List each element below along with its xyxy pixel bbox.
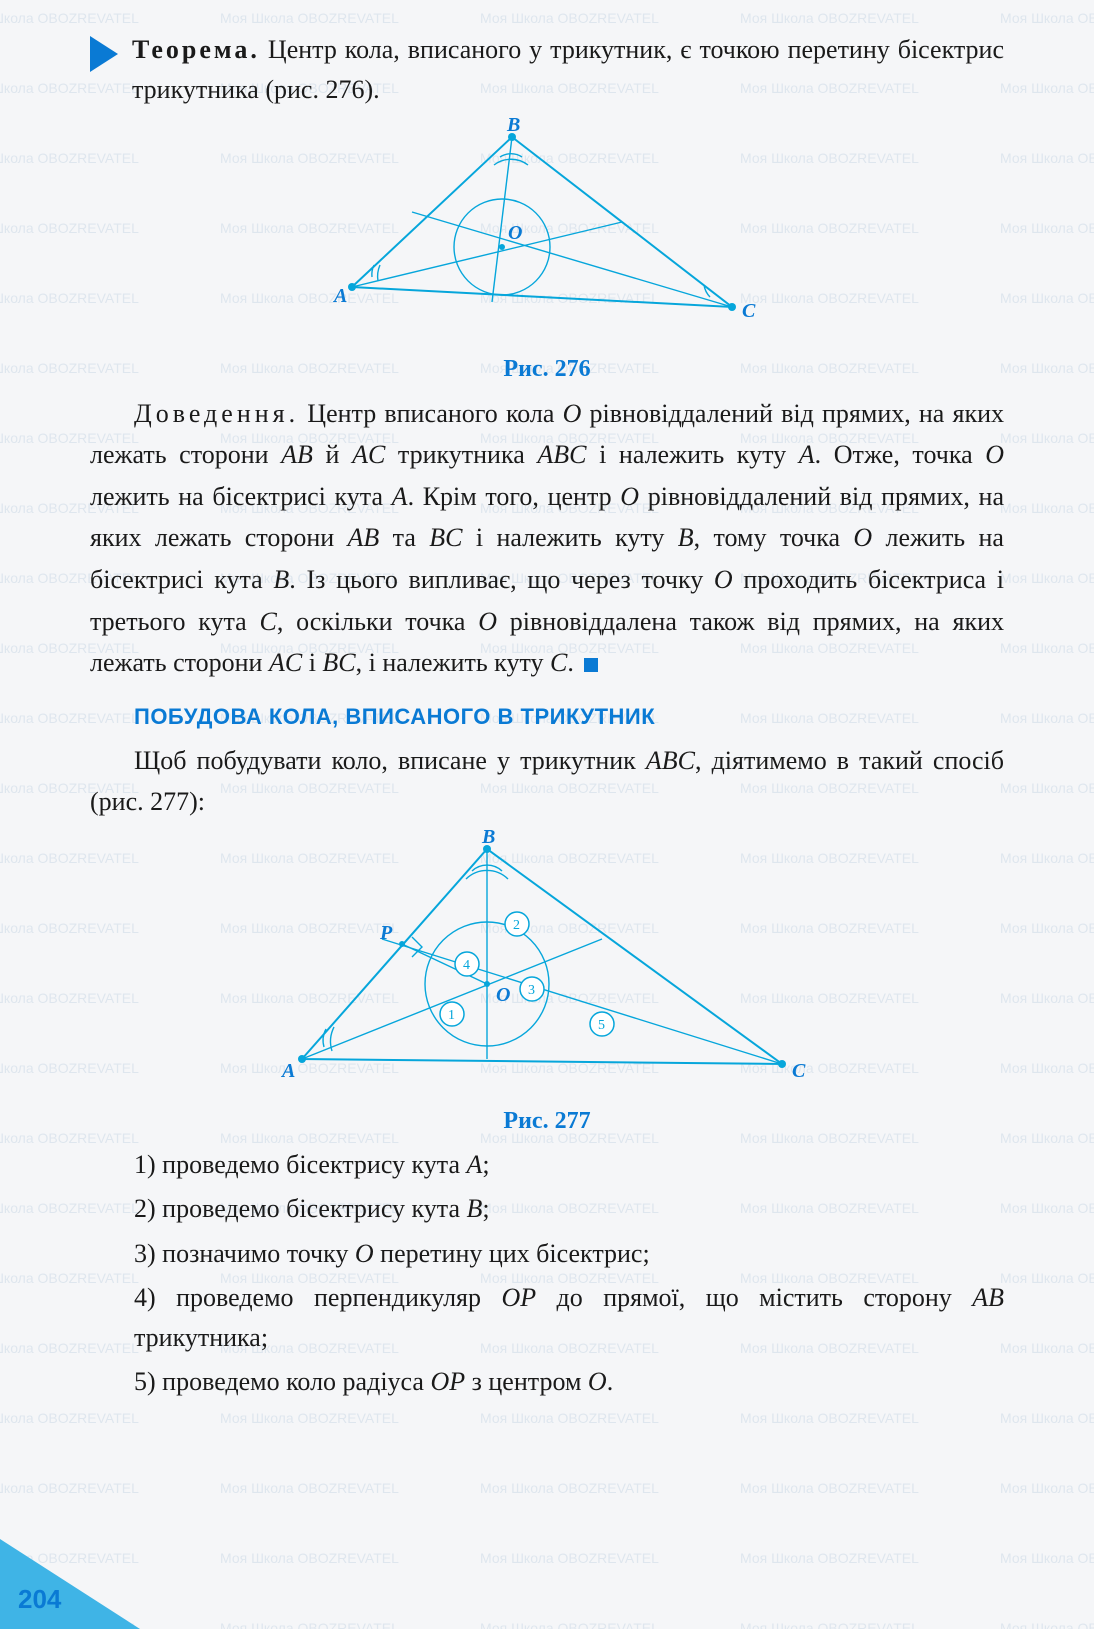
svg-text:P: P	[379, 922, 393, 944]
section-title: ПОБУДОВА КОЛА, ВПИСАНОГО В ТРИКУТНИК	[134, 704, 1004, 730]
step-2: 2) проведемо бісектрису кута B;	[134, 1189, 1004, 1229]
theorem-label: Теорема.	[132, 35, 260, 64]
svg-text:O: O	[496, 984, 510, 1006]
svg-text:B: B	[506, 117, 520, 136]
svg-text:C: C	[792, 1060, 806, 1082]
svg-text:B: B	[481, 829, 495, 848]
page-number: 204	[18, 1584, 61, 1615]
theorem-block: Теорема. Центр кола, вписаного у трикутн…	[90, 30, 1004, 111]
page-content: Теорема. Центр кола, вписаного у трикутн…	[90, 30, 1004, 1403]
figure-277-svg: 1 2 3 4 5 A B C O P	[272, 829, 822, 1099]
figure-277: 1 2 3 4 5 A B C O P Рис. 277	[90, 829, 1004, 1135]
step-3: 3) позначимо точку O перетину цих бісект…	[134, 1234, 1004, 1274]
proof-paragraph: Доведення. Центр вписаного кола O рівнов…	[90, 393, 1004, 684]
svg-text:3: 3	[528, 983, 535, 998]
svg-text:1: 1	[448, 1008, 455, 1023]
proof-body: Центр вписаного кола O рівновіддалений в…	[90, 399, 1004, 678]
figure-276: A B C O Рис. 276	[90, 117, 1004, 383]
svg-text:5: 5	[598, 1018, 605, 1033]
step-rings: 1 2 3 4 5	[440, 912, 614, 1036]
proof-end-icon	[584, 658, 598, 672]
step-4: 4) проведемо перпендикуляр OP до прямої,…	[134, 1278, 1004, 1359]
step-1: 1) проведемо бісектрису кута A;	[134, 1145, 1004, 1185]
svg-text:O: O	[508, 222, 522, 244]
construction-intro: Щоб побудувати коло, вписане у трикутник…	[90, 740, 1004, 823]
svg-text:2: 2	[513, 918, 520, 933]
theorem-marker-icon	[90, 36, 118, 72]
theorem-text: Теорема. Центр кола, вписаного у трикутн…	[132, 30, 1004, 111]
figure-276-caption: Рис. 276	[90, 356, 1004, 383]
svg-text:A: A	[332, 285, 347, 307]
construction-steps: 1) проведемо бісектрису кута A; 2) прове…	[134, 1145, 1004, 1403]
svg-text:4: 4	[463, 958, 470, 973]
proof-label: Доведення.	[134, 399, 299, 428]
svg-text:C: C	[742, 300, 756, 322]
step-5: 5) проведемо коло радіуса OP з центром O…	[134, 1362, 1004, 1402]
figure-277-caption: Рис. 277	[90, 1108, 1004, 1135]
svg-text:A: A	[280, 1060, 295, 1082]
figure-276-svg: A B C O	[312, 117, 782, 347]
theorem-body: Центр кола, вписаного у трикутник, є точ…	[132, 35, 1004, 104]
